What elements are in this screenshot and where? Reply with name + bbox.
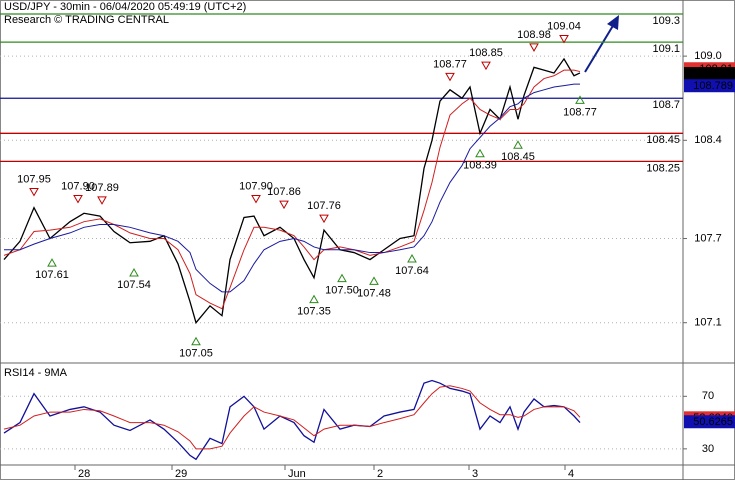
high-label: 108.77 xyxy=(433,58,467,70)
high-marker xyxy=(279,200,289,210)
high-marker xyxy=(97,196,107,205)
price-label: 50.6265 xyxy=(693,416,733,428)
y-tick-label: 108.4 xyxy=(694,134,722,146)
high-label: 108.85 xyxy=(469,47,503,59)
level-label: 109.3 xyxy=(652,15,680,27)
low-label: 107.48 xyxy=(357,287,391,299)
y-tick-label: 109.0 xyxy=(694,50,722,62)
x-tick-label: 28 xyxy=(78,468,90,480)
low-marker xyxy=(575,95,585,104)
high-label: 107.90 xyxy=(239,180,273,192)
y-tick-label: 70 xyxy=(702,390,714,402)
high-marker xyxy=(73,194,83,204)
low-marker xyxy=(191,336,201,346)
high-label: 107.89 xyxy=(85,182,119,194)
series-line xyxy=(3,379,581,461)
high-label: 107.86 xyxy=(267,186,301,198)
low-marker xyxy=(47,258,57,267)
high-marker xyxy=(251,194,261,204)
low-label: 107.05 xyxy=(179,348,213,360)
low-label: 107.64 xyxy=(395,265,429,277)
low-label: 107.54 xyxy=(117,279,151,291)
x-tick-label: 3 xyxy=(472,468,478,480)
x-tick-label: 29 xyxy=(175,468,187,480)
low-label: 108.77 xyxy=(563,106,597,118)
level-label: 108.25 xyxy=(646,162,680,174)
high-label: 109.04 xyxy=(547,20,581,32)
high-label: 107.76 xyxy=(307,200,341,212)
price-label: 108.876 xyxy=(693,68,733,80)
level-label: 108.7 xyxy=(652,99,680,111)
x-tick-label: 2 xyxy=(377,468,383,480)
y-tick-label: 107.1 xyxy=(694,317,722,329)
low-marker xyxy=(309,294,319,304)
x-tick-label: Jun xyxy=(288,468,306,480)
low-label: 107.61 xyxy=(35,269,69,281)
chart-title: USD/JPY - 30min - 06/04/2020 05:49:19 (U… xyxy=(4,1,246,13)
series-line xyxy=(4,83,580,293)
low-marker xyxy=(407,253,417,263)
price-label-box xyxy=(684,79,735,93)
panel-title: RSI14 - 9MA xyxy=(4,367,68,379)
high-label: 107.95 xyxy=(17,173,51,185)
high-marker xyxy=(529,43,539,52)
chart-subtitle: Research © TRADING CENTRAL xyxy=(4,14,169,26)
series-line xyxy=(3,385,581,450)
low-label: 107.35 xyxy=(297,306,331,318)
price-label: 108.789 xyxy=(693,80,733,92)
trend-arrow xyxy=(584,15,619,73)
low-label: 108.45 xyxy=(501,151,535,163)
low-marker xyxy=(129,267,139,277)
y-tick-label: 107.7 xyxy=(694,232,722,244)
low-marker xyxy=(475,148,485,158)
high-label: 108.98 xyxy=(517,29,551,41)
low-marker xyxy=(513,140,523,149)
high-marker xyxy=(559,35,569,44)
level-label: 109.1 xyxy=(652,43,680,55)
y-tick-label: 30 xyxy=(702,443,714,455)
high-marker xyxy=(29,187,39,197)
low-label: 108.39 xyxy=(463,160,497,172)
high-marker xyxy=(481,61,491,71)
high-marker xyxy=(319,214,329,224)
high-marker xyxy=(445,72,455,82)
level-label: 108.45 xyxy=(646,134,680,146)
low-marker xyxy=(337,273,347,283)
x-tick-label: 4 xyxy=(568,468,574,480)
low-label: 107.50 xyxy=(325,284,359,296)
series-line xyxy=(3,57,581,325)
price-label-box xyxy=(684,415,735,429)
low-marker xyxy=(369,276,379,285)
price-label-box xyxy=(684,67,735,81)
high-label: 107.90 xyxy=(61,180,95,192)
